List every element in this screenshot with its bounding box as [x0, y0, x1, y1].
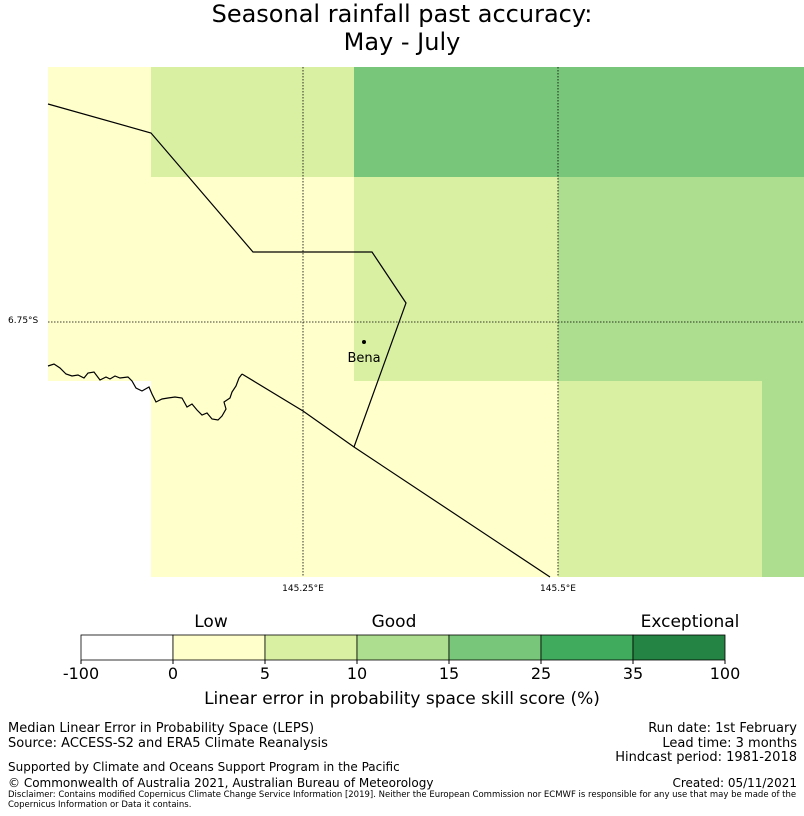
category-good: Good [371, 612, 417, 632]
province-boundary-south [241, 373, 551, 578]
grid-cell [354, 177, 558, 381]
footer-copyright: © Commonwealth of Australia 2021, Austra… [8, 776, 434, 790]
grid-cell [151, 67, 354, 177]
colorbar-segment [632, 634, 726, 661]
colorbar-segment [448, 634, 542, 661]
lat-label: 6.75°S [8, 316, 39, 326]
grid-cell [558, 67, 804, 177]
footer-metric: Median Linear Error in Probability Space… [8, 721, 315, 736]
lead-time: Lead time: 3 months [662, 736, 797, 751]
grid-cell [354, 67, 558, 177]
colorbar-segment [264, 634, 358, 661]
skill-grid [48, 67, 804, 577]
colorbar-tick-label: 10 [346, 664, 368, 683]
town-label: Bena [347, 351, 381, 366]
created-date: Created: 05/11/2021 [672, 776, 797, 790]
colorbar-tick-label: 5 [259, 664, 271, 683]
colorbar-segment [356, 634, 450, 661]
town-marker [362, 340, 366, 344]
lon-label-1: 145.25°E [282, 584, 324, 594]
colorbar [80, 634, 726, 664]
run-date: Run date: 1st February [648, 721, 797, 736]
footer-source: Source: ACCESS-S2 and ERA5 Climate Reana… [8, 736, 328, 751]
category-low: Low [194, 612, 228, 632]
title-line-1: Seasonal rainfall past accuracy: [211, 0, 593, 28]
grid-cell [762, 381, 804, 577]
footer-support: Supported by Climate and Oceans Support … [8, 760, 400, 774]
colorbar-segment [172, 634, 266, 661]
title-line-2: May - July [343, 28, 461, 56]
grid-cell [558, 177, 804, 381]
grid-cell [354, 381, 558, 577]
grid-cell [48, 67, 151, 177]
category-exceptional: Exceptional [640, 612, 740, 632]
colorbar-segment [80, 634, 174, 661]
colorbar-tick-label: 25 [530, 664, 552, 683]
lon-label-2: 145.5°E [540, 584, 576, 594]
colorbar-tick-label: 0 [167, 664, 179, 683]
colorbar-label: Linear error in probability space skill … [204, 689, 600, 709]
grid-cell [558, 381, 762, 577]
chart-title: Seasonal rainfall past accuracy: May - J… [0, 0, 804, 56]
colorbar-tick-label: 100 [709, 664, 741, 683]
coastline [47, 363, 243, 421]
hindcast-period: Hindcast period: 1981-2018 [615, 750, 797, 765]
province-boundary [47, 103, 407, 448]
grid-cell [151, 381, 354, 577]
colorbar-tick-label: 35 [622, 664, 644, 683]
disclaimer: Disclaimer: Contains modified Copernicus… [8, 790, 797, 810]
colorbar-segment [540, 634, 634, 661]
map-panel [47, 67, 804, 578]
colorbar-tick-label: -100 [62, 664, 100, 683]
grid-cell [48, 177, 354, 381]
colorbar-tick-label: 15 [438, 664, 460, 683]
